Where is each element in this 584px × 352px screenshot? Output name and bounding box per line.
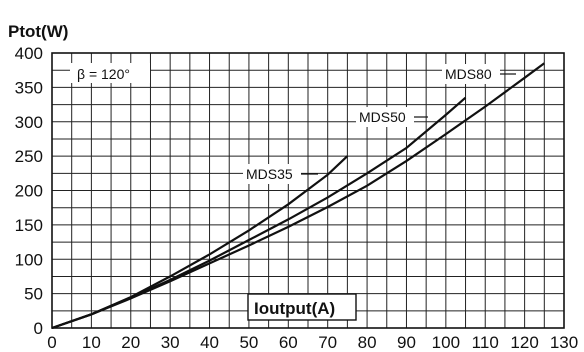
y-tick-label: 300 [15, 113, 43, 132]
series-labels: MDS35 MDS50 MDS80 [243, 64, 516, 184]
series-label-mds35: MDS35 [246, 166, 293, 182]
y-tick-label: 0 [34, 319, 43, 338]
y-tick-label: 400 [15, 44, 43, 63]
x-tick-label: 10 [82, 333, 101, 352]
x-axis-ticks: 0 10 20 30 40 50 60 70 80 90 100 110 120 130 [47, 333, 578, 352]
x-axis-title: Ioutput(A) [254, 299, 335, 318]
y-axis-ticks: 0 50 100 150 200 250 300 350 400 [15, 44, 43, 338]
y-tick-label: 350 [15, 78, 43, 97]
plot-frame [51, 52, 565, 329]
annotation-box: β = 120° [70, 63, 150, 83]
y-tick-label: 50 [24, 285, 43, 304]
y-tick-label: 200 [15, 182, 43, 201]
y-tick-label: 250 [15, 147, 43, 166]
x-tick-label: 60 [279, 333, 298, 352]
x-tick-label: 0 [47, 333, 56, 352]
x-tick-label: 20 [121, 333, 140, 352]
series-label-mds80: MDS80 [445, 66, 492, 82]
series-curve-mds80 [51, 62, 545, 330]
x-tick-label: 40 [200, 333, 219, 352]
series-curves [51, 62, 545, 330]
x-axis-title-box: Ioutput(A) [247, 293, 357, 321]
y-tick-label: 100 [15, 250, 43, 269]
y-axis-title: Ptot(W) [8, 22, 68, 41]
x-tick-label: 70 [318, 333, 337, 352]
x-tick-label: 50 [239, 333, 258, 352]
x-tick-label: 90 [397, 333, 416, 352]
x-tick-label: 100 [432, 333, 460, 352]
x-tick-label: 110 [472, 333, 499, 352]
series-label-bg [356, 107, 414, 127]
series-label-bg [442, 64, 500, 84]
x-tick-label: 130 [550, 333, 578, 352]
x-tick-label: 30 [161, 333, 180, 352]
beta-annotation: β = 120° [77, 66, 130, 82]
x-tick-label: 120 [510, 333, 538, 352]
series-label-mds50: MDS50 [359, 109, 406, 125]
x-tick-label: 80 [358, 333, 377, 352]
series-label-bg [243, 164, 301, 184]
y-tick-label: 150 [15, 216, 43, 235]
